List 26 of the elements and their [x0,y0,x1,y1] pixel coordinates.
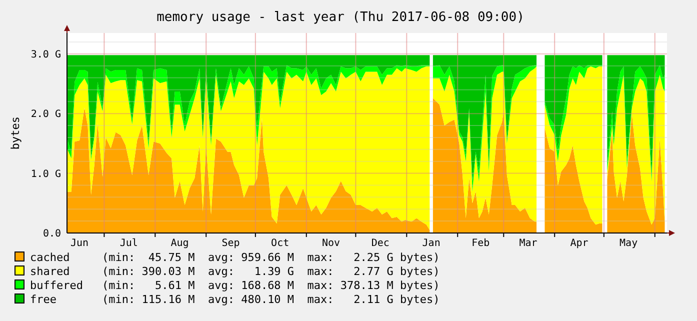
chart-title: memory usage - last year (Thu 2017-06-08 09:00) [156,10,524,25]
legend-label: shared [30,265,70,278]
text: (min: 390.03 M avg: 1.39 G max: 2.77 G bytes) [102,265,440,278]
x-tick-label: Jun [70,238,89,249]
x-tick-label: Sep [222,238,240,249]
x-tick-label: Jan [422,238,440,249]
y-tick-label: 3.0 G [30,49,61,60]
y-tick-label: 2.0 G [30,109,61,120]
x-tick-label: Oct [271,238,290,249]
x-tick-label: Apr [570,238,588,249]
x-tick-label: Feb [472,238,490,249]
x-tick-label: Dec [371,238,390,249]
y-tick-label: 1.0 G [30,168,61,180]
x-tick-label: Jul [120,238,138,249]
legend-label: free [30,293,56,306]
text: (min: 115.16 M avg: 480.10 M max: 2.11 G bytes) [102,293,440,306]
x-tick-label: Mar [519,238,538,249]
y-axis-title: bytes [9,116,22,150]
legend-label: cached [30,251,70,264]
y-tick-label: 0.0 [42,228,61,240]
legend-label: buffered [30,279,83,292]
x-tick-label: Nov [322,238,340,249]
x-tick-label: Aug [170,238,189,249]
text: (min: 45.75 M avg: 959.66 M max: 2.25 G bytes) [102,251,440,264]
x-tick-label: May [620,238,638,249]
text: (min: 5.61 M avg: 168.68 M max: 378.13 M bytes) [102,279,440,292]
